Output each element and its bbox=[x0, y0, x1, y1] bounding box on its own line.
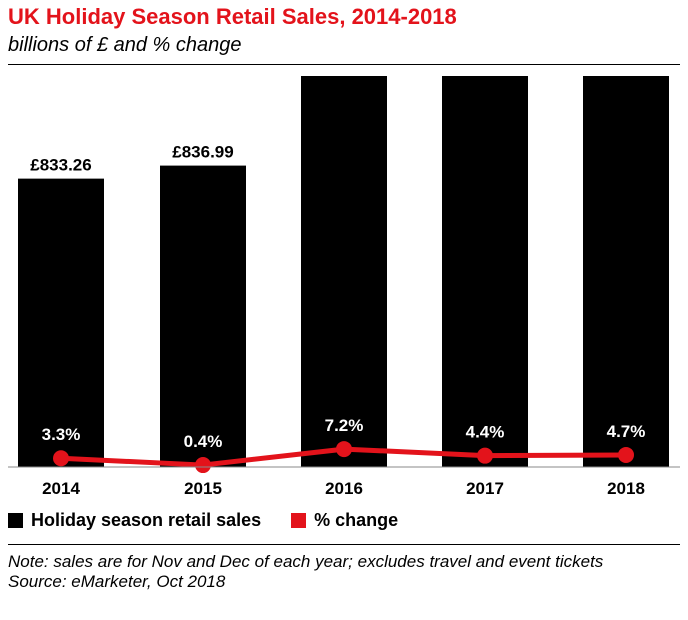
percent-change-line-layer: 3.3% 0.4% 7.2% 4.4% 4.7% bbox=[42, 416, 646, 474]
percent-change-label-2018: 4.7% bbox=[607, 422, 646, 441]
note-text: Note: sales are for Nov and Dec of each … bbox=[8, 552, 604, 571]
bar-2017 bbox=[442, 76, 528, 467]
percent-change-point-2014 bbox=[53, 450, 69, 467]
bar-value-label-2014: £833.26 bbox=[30, 156, 91, 175]
bar-value-label-2015: £836.99 bbox=[172, 143, 233, 162]
source-text: Source: eMarketer, Oct 2018 bbox=[8, 572, 226, 591]
chart-subtitle: billions of £ and % change bbox=[8, 34, 242, 56]
bar-2015 bbox=[160, 165, 246, 467]
bottom-divider bbox=[8, 544, 680, 545]
legend: Holiday season retail sales % change bbox=[8, 510, 428, 531]
legend-swatch-sales bbox=[8, 513, 23, 528]
footnotes: Note: sales are for Nov and Dec of each … bbox=[8, 552, 668, 592]
legend-label-change: % change bbox=[314, 510, 399, 530]
percent-change-label-2016: 7.2% bbox=[325, 416, 364, 435]
percent-change-label-2014: 3.3% bbox=[42, 425, 81, 444]
percent-change-point-2018 bbox=[618, 446, 634, 463]
bars-layer: £833.26£836.99£897.12£936.92£980.60 bbox=[18, 76, 669, 467]
x-tick-label-2015: 2015 bbox=[184, 479, 222, 498]
bar-2018 bbox=[583, 76, 669, 467]
legend-swatch-change bbox=[291, 513, 307, 528]
percent-change-point-2015 bbox=[195, 457, 211, 474]
legend-item-change: % change bbox=[291, 510, 398, 531]
bar-2016 bbox=[301, 76, 387, 467]
x-axis: 2014 2015 2016 2017 2018 bbox=[8, 466, 680, 498]
x-tick-label-2016: 2016 bbox=[325, 479, 363, 498]
percent-change-label-2015: 0.4% bbox=[184, 432, 223, 451]
bar-2014 bbox=[18, 178, 104, 467]
bar-line-chart: £833.26£836.99£897.12£936.92£980.60 3.3%… bbox=[8, 76, 680, 498]
chart-title: UK Holiday Season Retail Sales, 2014-201… bbox=[8, 4, 457, 29]
x-tick-label-2014: 2014 bbox=[42, 479, 80, 498]
x-tick-label-2017: 2017 bbox=[466, 479, 504, 498]
percent-change-point-2017 bbox=[477, 447, 493, 464]
percent-change-label-2017: 4.4% bbox=[466, 423, 505, 442]
percent-change-point-2016 bbox=[336, 441, 352, 458]
legend-label-sales: Holiday season retail sales bbox=[31, 510, 262, 530]
x-tick-label-2018: 2018 bbox=[607, 479, 645, 498]
top-divider bbox=[8, 64, 680, 65]
legend-item-sales: Holiday season retail sales bbox=[8, 510, 261, 531]
